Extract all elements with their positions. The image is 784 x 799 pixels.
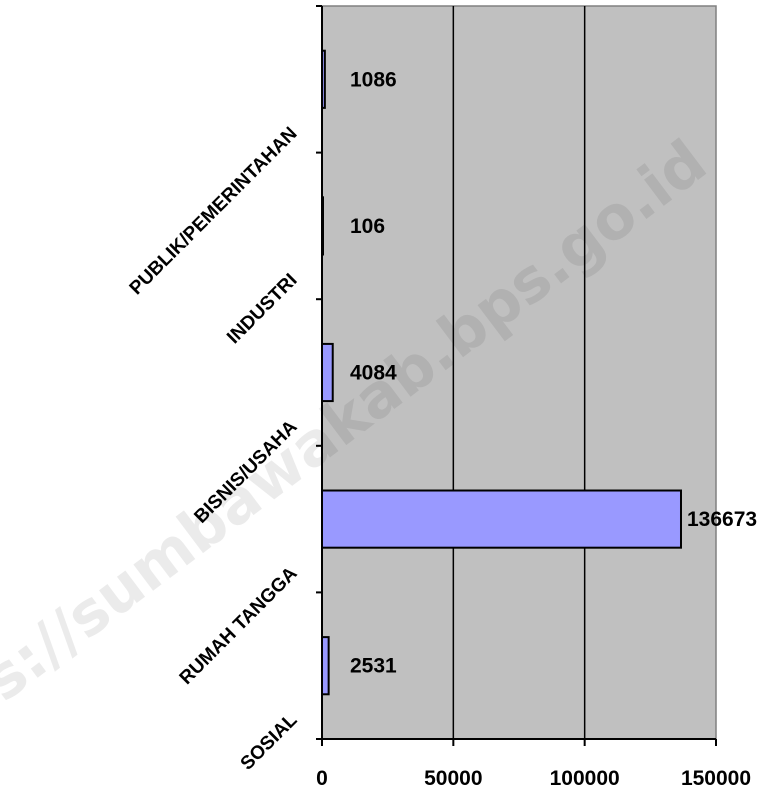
category-label-0: PUBLIK/PEMERINTAHAN bbox=[126, 123, 302, 299]
category-label-4: SOSIAL bbox=[237, 709, 302, 774]
data-label-4: 2531 bbox=[350, 655, 397, 678]
data-label-1: 106 bbox=[350, 215, 385, 238]
category-label-1: INDUSTRI bbox=[223, 270, 301, 348]
x-tick-label-3: 150000 bbox=[681, 767, 751, 790]
category-label-3: RUMAH TANGGA bbox=[176, 563, 302, 689]
x-tick-label-0: 0 bbox=[316, 767, 328, 790]
bar-3 bbox=[321, 489, 682, 549]
bars bbox=[321, 49, 682, 696]
data-labels: 1086 106 4084 136673 2531 bbox=[350, 68, 757, 677]
data-label-0: 1086 bbox=[350, 68, 397, 91]
data-label-2: 4084 bbox=[350, 362, 397, 385]
plot-area bbox=[321, 5, 717, 740]
x-tick-label-1: 50000 bbox=[424, 767, 482, 790]
gridlines bbox=[452, 6, 586, 739]
data-label-3: 136673 bbox=[687, 508, 757, 531]
y-axis-ticks bbox=[316, 5, 322, 740]
x-tick-label-2: 100000 bbox=[550, 767, 620, 790]
x-axis-ticks bbox=[321, 739, 717, 746]
x-axis-tick-labels: 0 50000 100000 150000 bbox=[316, 767, 751, 790]
